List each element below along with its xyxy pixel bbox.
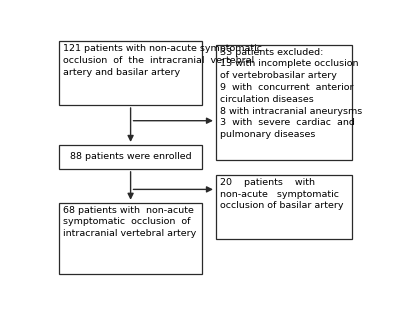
FancyBboxPatch shape: [59, 41, 202, 105]
Text: 121 patients with non-acute symptomatic
occlusion  of  the  intracranial  verteb: 121 patients with non-acute symptomatic …: [63, 44, 262, 77]
FancyBboxPatch shape: [59, 203, 202, 274]
Text: 88 patients were enrolled: 88 patients were enrolled: [70, 152, 192, 162]
FancyBboxPatch shape: [59, 145, 202, 169]
FancyBboxPatch shape: [216, 175, 352, 239]
Text: 68 patients with  non-acute
symptomatic  occlusion  of
intracranial vertebral ar: 68 patients with non-acute symptomatic o…: [63, 206, 196, 238]
Text: 20    patients    with
non-acute   symptomatic
occlusion of basilar artery: 20 patients with non-acute symptomatic o…: [220, 178, 343, 210]
FancyBboxPatch shape: [216, 45, 352, 161]
Text: 33 patients excluded:
13 with incomplete occlusion
of vertebrobasilar artery
9  : 33 patients excluded: 13 with incomplete…: [220, 48, 362, 139]
